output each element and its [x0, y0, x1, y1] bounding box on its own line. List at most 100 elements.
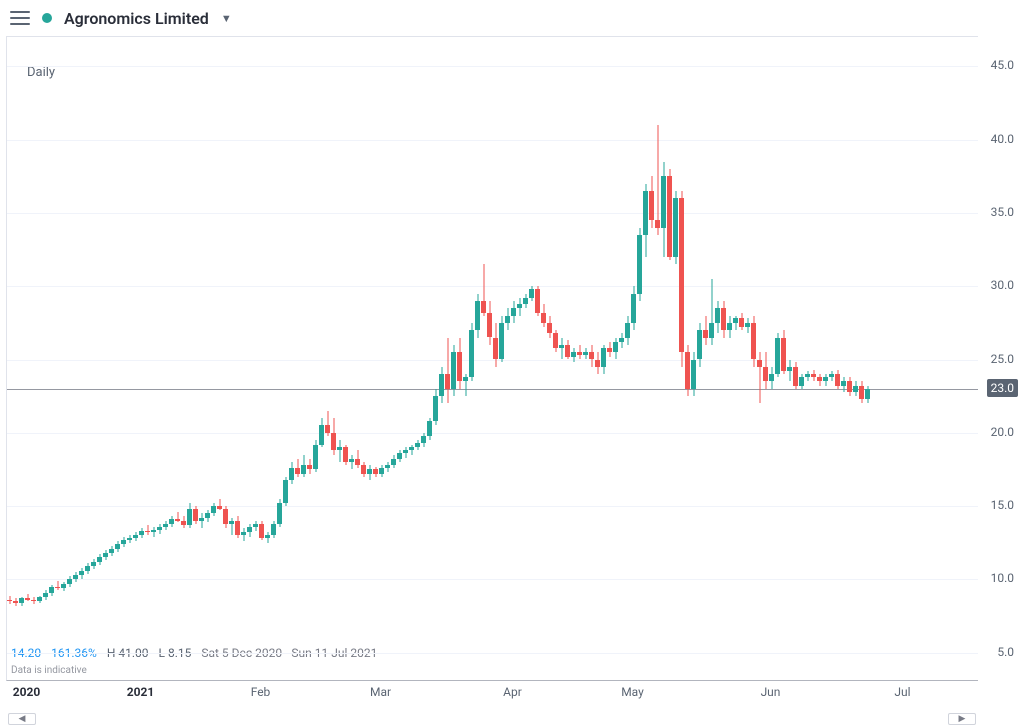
candle [91, 37, 96, 682]
status-dot [42, 13, 52, 23]
candle [97, 37, 102, 682]
candle [307, 37, 312, 682]
candle [757, 37, 762, 682]
candle [367, 37, 372, 682]
candle [637, 37, 642, 682]
scroll-right-button[interactable]: ▶ [948, 713, 976, 725]
candle [541, 37, 546, 682]
candle [553, 37, 558, 682]
candle [535, 37, 540, 682]
candle [121, 37, 126, 682]
candle [175, 37, 180, 682]
y-tick-label: 10.0 [991, 571, 1014, 585]
candle [181, 37, 186, 682]
candle [355, 37, 360, 682]
candle [163, 37, 168, 682]
candle [289, 37, 294, 682]
y-tick-label: 20.0 [991, 425, 1014, 439]
candle [529, 37, 534, 682]
price-tag: 23.0 [987, 379, 1018, 397]
candle [301, 37, 306, 682]
candle [655, 37, 660, 682]
candle [745, 37, 750, 682]
candle [823, 37, 828, 682]
candle [79, 37, 84, 682]
candle [481, 37, 486, 682]
candle [859, 37, 864, 682]
candle [691, 37, 696, 682]
candle [217, 37, 222, 682]
chevron-down-icon[interactable]: ▼ [221, 12, 232, 25]
candle [601, 37, 606, 682]
candle [385, 37, 390, 682]
plot-area[interactable]: Daily 14.20 161.36% H 41.00 L 8.15 Sat 5… [6, 36, 978, 681]
candle [805, 37, 810, 682]
candle [295, 37, 300, 682]
candle [817, 37, 822, 682]
candle [193, 37, 198, 682]
candle [511, 37, 516, 682]
candle [49, 37, 54, 682]
candle [703, 37, 708, 682]
candle [685, 37, 690, 682]
candle [433, 37, 438, 682]
candle [7, 37, 12, 682]
x-tick-label: May [621, 685, 644, 699]
candle [493, 37, 498, 682]
candle [205, 37, 210, 682]
x-tick-label: Jun [761, 685, 781, 699]
candle [643, 37, 648, 682]
candle [277, 37, 282, 682]
candle [103, 37, 108, 682]
candle [793, 37, 798, 682]
candle [613, 37, 618, 682]
x-axis[interactable]: ◀ ▶ 20202021FebMarAprMayJunJul [6, 681, 978, 727]
candle [397, 37, 402, 682]
candle [661, 37, 666, 682]
candle [223, 37, 228, 682]
candle [853, 37, 858, 682]
candle [649, 37, 654, 682]
candle [697, 37, 702, 682]
y-tick-label: 35.0 [991, 205, 1014, 219]
candle [583, 37, 588, 682]
candle [13, 37, 18, 682]
candle [469, 37, 474, 682]
candle [211, 37, 216, 682]
candle [799, 37, 804, 682]
candle [835, 37, 840, 682]
candle [607, 37, 612, 682]
candle [247, 37, 252, 682]
candle [505, 37, 510, 682]
candle [769, 37, 774, 682]
candle [325, 37, 330, 682]
candle [715, 37, 720, 682]
candle [625, 37, 630, 682]
candle [595, 37, 600, 682]
instrument-title[interactable]: Agronomics Limited [64, 9, 209, 28]
candle [517, 37, 522, 682]
candle [829, 37, 834, 682]
candle [187, 37, 192, 682]
menu-icon[interactable] [10, 8, 30, 28]
candle [379, 37, 384, 682]
candle [673, 37, 678, 682]
candle [55, 37, 60, 682]
scroll-left-button[interactable]: ◀ [8, 713, 36, 725]
candle [865, 37, 870, 682]
candle [199, 37, 204, 682]
candle [589, 37, 594, 682]
candle [523, 37, 528, 682]
y-axis[interactable]: 5.010.015.020.025.030.035.040.045.023.0 [978, 36, 1018, 681]
candle [115, 37, 120, 682]
x-tick-label: Feb [251, 685, 271, 699]
candle [841, 37, 846, 682]
candle [283, 37, 288, 682]
candle [565, 37, 570, 682]
chart-container: Daily 14.20 161.36% H 41.00 L 8.15 Sat 5… [0, 36, 1018, 727]
candle [139, 37, 144, 682]
x-tick-label: Apr [503, 685, 522, 699]
candle [781, 37, 786, 682]
candle [31, 37, 36, 682]
candle [427, 37, 432, 682]
